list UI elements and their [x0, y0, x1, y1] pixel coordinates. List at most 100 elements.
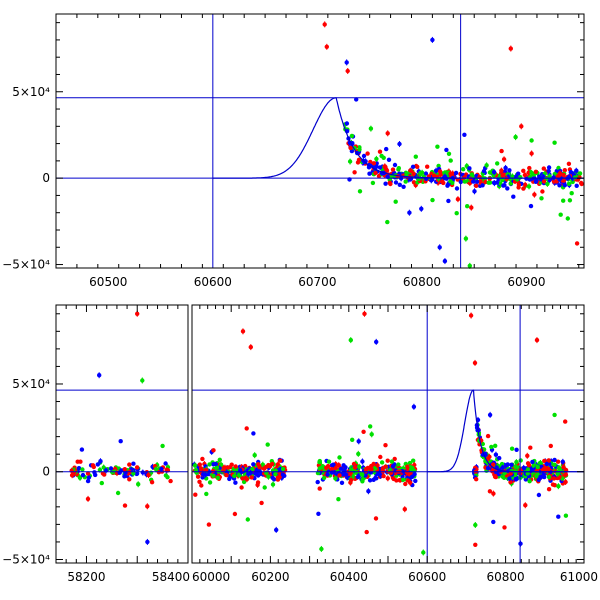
bottom-data-point-404 [402, 507, 407, 512]
bottom-data-point-54 [92, 470, 97, 475]
bottom-data-point-334 [280, 472, 286, 477]
top-data-point-500 [471, 179, 476, 184]
top-data-point-429 [467, 166, 472, 171]
bottom-data-point-695 [368, 424, 373, 429]
top-data-point-208 [552, 140, 557, 145]
bottom-data-point-166 [192, 463, 198, 468]
bottom-data-point-60 [100, 471, 106, 476]
bottom-data-point-313 [243, 475, 248, 481]
top-data-point-161 [566, 161, 572, 166]
bottom-data-point-1124 [502, 525, 507, 530]
bottom-data-point-528 [356, 451, 361, 457]
bottom-data-point-550 [333, 476, 338, 481]
top-data-point-206 [448, 158, 453, 163]
top-data-point-383 [377, 149, 383, 154]
bottom-data-point-296 [255, 480, 261, 485]
bottom-data-point-1142 [319, 546, 324, 552]
bottom-data-point-46 [163, 473, 169, 478]
top-data-point-19 [455, 197, 461, 202]
top-data-point-351 [526, 184, 532, 189]
top-data-point-270 [529, 151, 534, 156]
bottom-data-point-978 [518, 458, 523, 463]
bottom-data-point-663 [369, 432, 374, 437]
bottom-data-point-117 [159, 466, 164, 472]
top-data-point-472 [444, 147, 449, 153]
top-data-point-359 [532, 192, 537, 197]
top-data-point-414 [374, 164, 379, 169]
top-x-tick-label-2: 60700 [298, 275, 336, 289]
bottom-data-point-378 [213, 461, 218, 467]
bottom-data-point-1085 [557, 467, 563, 473]
top-data-point-413 [408, 168, 414, 173]
bottom-data-point-65 [86, 475, 92, 480]
bottom-data-point-322 [278, 458, 283, 463]
top-data-point-407 [393, 180, 399, 185]
bottom-data-point-1091 [474, 477, 479, 482]
bottom-data-point-226 [233, 480, 238, 485]
bottom-data-point-608 [336, 497, 341, 502]
bottom-data-point-677 [356, 464, 362, 469]
bottom-data-point-235 [251, 431, 256, 436]
bottom-data-point-840 [555, 459, 561, 464]
bottom-x-tick-label-3: 60200 [251, 570, 289, 584]
top-data-point-263 [472, 189, 477, 194]
top-data-point-517 [462, 179, 467, 184]
bottom-data-point-492 [403, 481, 408, 487]
bottom-data-point-1066 [546, 458, 551, 463]
top-data-point-529 [442, 258, 448, 264]
bottom-data-point-622 [375, 463, 380, 468]
top-x-tick-label-1: 60600 [194, 275, 232, 289]
top-data-point-451 [413, 154, 418, 159]
top-data-point-147 [527, 165, 532, 171]
top-data-point-449 [541, 166, 546, 171]
top-data-point-373 [529, 170, 534, 175]
top-data-point-79 [423, 171, 429, 176]
bottom-data-point-29 [80, 467, 85, 472]
bottom-data-point-1087 [491, 462, 496, 467]
bottom-data-point-517 [339, 480, 345, 485]
top-data-point-136 [361, 153, 367, 159]
top-data-point-290 [403, 179, 408, 184]
bottom-data-point-563 [400, 477, 406, 482]
bottom-data-point-626 [317, 459, 322, 465]
bottom-data-point-114 [117, 470, 122, 475]
bottom-data-point-17 [97, 467, 103, 473]
bottom-data-point-694 [369, 467, 374, 472]
top-data-point-116 [390, 167, 396, 172]
top-data-point-180 [435, 144, 440, 149]
top-data-point-425 [437, 169, 443, 174]
bottom-data-point-109 [131, 471, 136, 476]
top-y-tick-labels: 0 5×10⁴ −5×10⁴ [2, 85, 50, 272]
bottom-data-point-23 [134, 471, 139, 477]
bottom-data-point-950 [552, 457, 557, 463]
bottom-data-point-549 [338, 466, 344, 471]
top-data-point-402 [383, 181, 388, 186]
bottom-data-point-1071 [505, 462, 510, 467]
top-data-point-318 [503, 165, 508, 171]
top-data-point-273 [448, 171, 453, 176]
top-data-point-463 [461, 167, 466, 172]
bottom-data-point-953 [527, 479, 532, 484]
bottom-data-point-1143 [421, 550, 426, 555]
top-data-point-511 [448, 179, 453, 184]
bottom-data-point-413 [396, 462, 401, 467]
bottom-data-point-768 [509, 446, 515, 451]
top-model-curve [212, 97, 584, 179]
bottom-data-point-1119 [546, 474, 552, 480]
top-x-tick-label-4: 60900 [507, 275, 545, 289]
top-y-tick-label-2: −5×10⁴ [2, 258, 50, 272]
top-data-point-298 [474, 179, 480, 184]
bottom-axis-ticks [55, 303, 585, 565]
bottom-data-point-141 [204, 491, 209, 497]
top-data-point-84 [467, 263, 472, 268]
bottom-x-tick-label-5: 60600 [408, 570, 446, 584]
top-data-point-530 [463, 236, 469, 241]
top-data-point-516 [365, 151, 370, 156]
top-data-point-520 [322, 22, 327, 27]
bottom-data-point-676 [409, 467, 414, 472]
bottom-data-point-45 [90, 463, 96, 468]
top-data-point-479 [486, 180, 491, 185]
bottom-data-point-261 [214, 465, 220, 470]
top-data-point-178 [523, 182, 528, 187]
